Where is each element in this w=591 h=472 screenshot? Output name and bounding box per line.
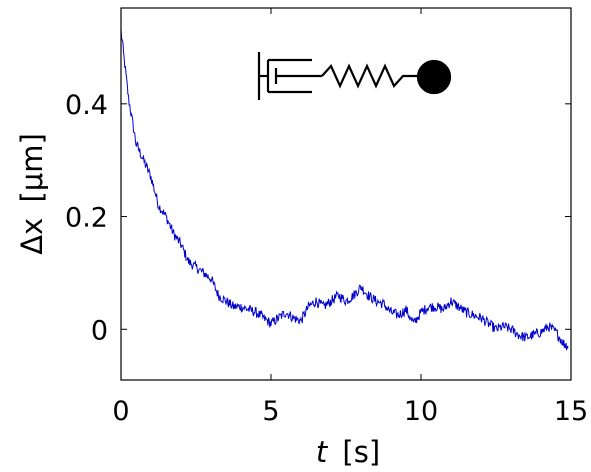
tick-labels-group: 0 5 10 15 0 0.2 0.4 (65, 90, 588, 427)
x-tick-label: 15 (554, 396, 588, 427)
dashpot-spring-bead-icon (257, 52, 452, 100)
y-tick-label: 0.4 (65, 90, 108, 121)
x-axis-variable: t (316, 435, 329, 469)
y-tick-label: 0 (91, 315, 108, 346)
x-tick-label: 0 (112, 396, 129, 427)
series-line (120, 28, 569, 351)
y-axis-unit: [μm] (15, 133, 49, 202)
data-line-group (120, 28, 569, 351)
x-tick-label: 10 (404, 396, 438, 427)
ticks-group (120, 8, 572, 380)
plot-area-frame (120, 7, 572, 381)
x-axis-label: t [s] (316, 435, 380, 469)
y-axis-label: Δx [μm] (15, 133, 49, 255)
x-axis-unit: [s] (342, 435, 380, 469)
x-tick-label: 5 (262, 396, 279, 427)
y-tick-label: 0.2 (65, 203, 108, 234)
y-axis-variable: Δx (15, 218, 49, 255)
